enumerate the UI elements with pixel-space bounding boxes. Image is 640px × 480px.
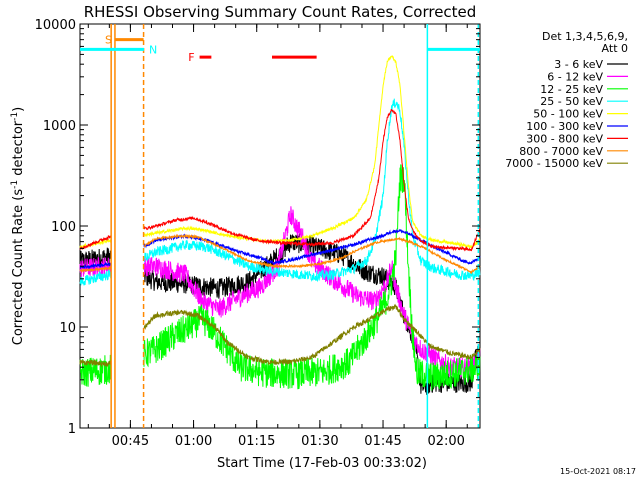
axis-group: 1 10 100 1000 10000 00:45 01:00 01:15 01:30 01:45… — [35, 18, 480, 449]
y-tick-label: 1000 — [43, 119, 76, 134]
legend-entry-label: 25 - 50 keV — [540, 95, 603, 108]
series-line — [79, 257, 112, 278]
series-line — [143, 233, 481, 275]
series-line — [79, 261, 112, 270]
series-12-25-kev — [79, 164, 481, 391]
night-flag-label: N — [149, 43, 157, 56]
legend-header-line-2: Att 0 — [602, 42, 628, 55]
legend-entry-label: 7000 - 15000 keV — [505, 157, 603, 170]
x-tick-label: 01:00 — [175, 434, 212, 449]
legend-entry-label: 800 - 7000 keV — [519, 145, 603, 158]
saa-flag-label: S — [105, 34, 112, 47]
x-tick-label: 01:45 — [364, 434, 401, 449]
flare-flag-label: F — [188, 51, 194, 64]
legend-entry-label: 6 - 12 keV — [547, 70, 603, 83]
legend-entry-label: 300 - 800 keV — [526, 132, 603, 145]
x-tick-label: 00:45 — [112, 434, 149, 449]
series-50-100-kev — [79, 55, 481, 250]
legend-header-line-1: Det 1,3,4,5,6,9, — [542, 30, 628, 43]
legend-entry-label: 12 - 25 keV — [540, 83, 603, 96]
x-tick-label: 02:00 — [427, 434, 464, 449]
y-axis-label: Corrected Count Rate (s-1 detector-1) — [10, 107, 26, 345]
y-tick-label: 100 — [51, 220, 76, 235]
series-6-12-kev — [79, 206, 481, 378]
x-axis-label: Start Time (17-Feb-03 00:33:02) — [217, 456, 427, 471]
footer-timestamp: 15-Oct-2021 08:17 — [560, 467, 636, 476]
series-line — [79, 234, 112, 250]
series-line — [79, 354, 112, 387]
series-group — [79, 55, 481, 395]
series-line — [143, 228, 481, 266]
x-tick-label: 01:15 — [238, 434, 275, 449]
series-line — [79, 358, 112, 368]
series-line — [143, 206, 481, 378]
series-line — [143, 164, 481, 391]
chart-title: RHESSI Observing Summary Count Rates, Co… — [84, 3, 477, 21]
series-line — [79, 266, 112, 274]
legend-entry-label: 100 - 300 keV — [526, 120, 603, 133]
legend-entry-label: 3 - 6 keV — [554, 58, 603, 71]
series-line — [143, 55, 481, 250]
series-300-800-kev — [79, 109, 481, 252]
y-tick-label: 1 — [68, 422, 76, 437]
series-line — [143, 98, 481, 283]
series-line — [79, 268, 112, 286]
series-800-7000-kev — [79, 233, 481, 275]
series-100-300-kev — [79, 228, 481, 270]
y-tick-label: 10000 — [35, 18, 76, 33]
x-tick-label: 01:30 — [301, 434, 338, 449]
y-tick-label: 10 — [59, 321, 76, 336]
legend-entry-label: 50 - 100 keV — [533, 108, 603, 121]
series-7000-15000-kev — [79, 303, 481, 368]
series-25-50-kev — [79, 98, 481, 286]
series-line — [143, 303, 481, 366]
series-line — [143, 109, 481, 252]
